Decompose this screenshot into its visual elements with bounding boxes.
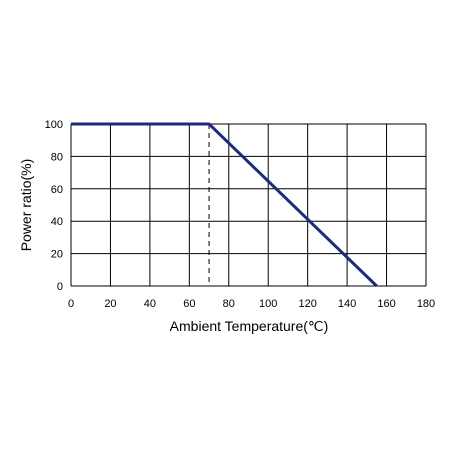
y-axis-title: Power ratio(%) xyxy=(18,159,34,252)
y-tick-label: 40 xyxy=(51,216,63,228)
x-tick-label: 0 xyxy=(68,298,74,310)
series-layer xyxy=(71,122,378,288)
x-tick-label: 100 xyxy=(259,298,277,310)
y-tick-label: 20 xyxy=(51,249,63,261)
grid xyxy=(70,123,427,287)
x-tick-label: 60 xyxy=(183,298,195,310)
series-line xyxy=(71,122,378,288)
x-tick-label: 140 xyxy=(338,298,356,310)
x-tick-labels: 0 20 40 60 80 100 120 140 160 180 xyxy=(68,298,435,310)
y-tick-label: 0 xyxy=(57,281,63,293)
y-tick-label: 80 xyxy=(51,151,63,163)
x-tick-label: 80 xyxy=(223,298,235,310)
x-tick-label: 20 xyxy=(104,298,116,310)
x-tick-label: 160 xyxy=(377,298,395,310)
y-tick-label: 60 xyxy=(51,184,63,196)
x-axis-title: Ambient Temperature(℃) xyxy=(170,318,329,334)
y-tick-labels: 0 20 40 60 80 100 xyxy=(45,119,63,293)
x-tick-label: 180 xyxy=(417,298,435,310)
x-tick-label: 120 xyxy=(298,298,316,310)
y-tick-label: 100 xyxy=(45,119,63,131)
x-tick-label: 40 xyxy=(144,298,156,310)
